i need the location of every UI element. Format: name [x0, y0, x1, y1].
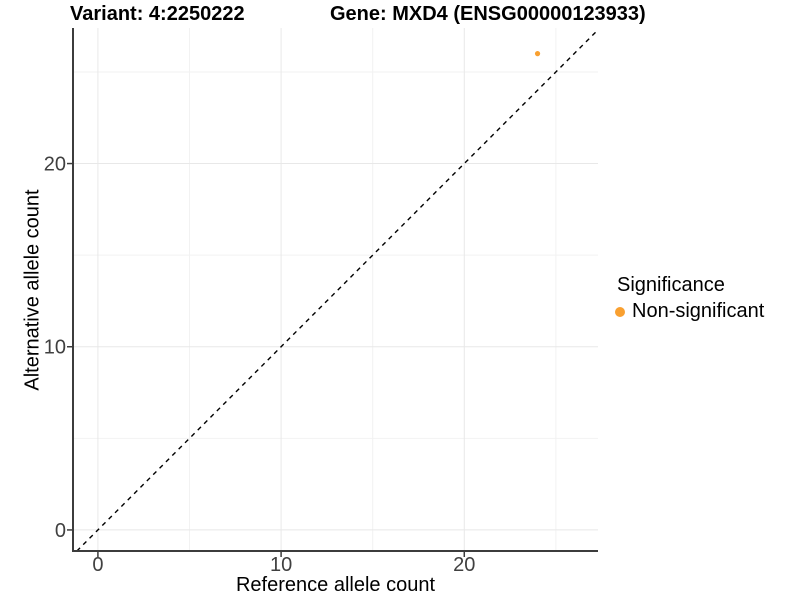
- gene-title: Gene: MXD4 (ENSG00000123933): [330, 3, 646, 25]
- y-tick-label: 0: [55, 520, 66, 542]
- y-tick-label: 10: [44, 337, 66, 359]
- legend-item: Non-significant: [615, 300, 764, 323]
- x-tick-label: 10: [270, 554, 292, 576]
- legend-swatch: [615, 306, 625, 317]
- x-tick-label: 20: [453, 554, 475, 576]
- legend-item-label: Non-significant: [632, 300, 765, 322]
- x-axis-title: Reference allele count: [235, 574, 435, 596]
- legend-title: Significance: [617, 274, 725, 296]
- legend: Significance Non-significant: [615, 274, 764, 323]
- variant-title: Variant: 4:2250222: [70, 3, 245, 25]
- y-axis-title: Alternative allele count: [21, 189, 44, 391]
- y-tick-label: 20: [44, 154, 66, 176]
- identity-line: [76, 29, 599, 552]
- data-point: [534, 51, 541, 57]
- x-tick-label: 0: [92, 554, 103, 576]
